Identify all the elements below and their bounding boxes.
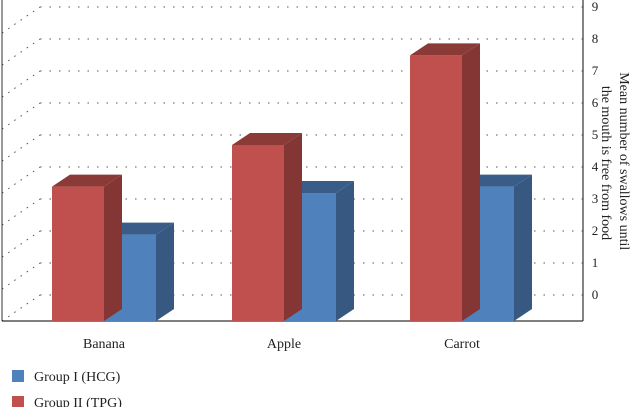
y-tick-label: 9: [592, 0, 599, 14]
gridline-side: [1, 38, 41, 66]
y-axis-title: Mean number of swallows until the mouth …: [598, 72, 631, 254]
y-tick-label: 8: [592, 31, 599, 46]
y-axis-title-line-1: Mean number of swallows until: [616, 72, 631, 250]
legend-swatch: [12, 370, 24, 382]
gridline-side: [1, 166, 41, 194]
gridline-side: [1, 102, 41, 130]
bar: [410, 43, 480, 322]
x-tick-label: Carrot: [444, 337, 480, 352]
y-tick-label: 2: [592, 223, 599, 238]
y-tick-label: 5: [592, 127, 599, 142]
y-tick-label: 3: [592, 191, 599, 206]
bar-top: [232, 133, 302, 145]
gridline-side: [1, 294, 41, 322]
x-tick-label: Apple: [267, 337, 301, 352]
y-tick-label: 6: [592, 95, 599, 110]
bar-side: [104, 174, 122, 321]
legend-label: Group II (TPG): [34, 396, 122, 407]
y-tick-label: 0: [592, 287, 599, 302]
x-axis: Banana Apple Carrot: [83, 337, 480, 352]
gridline-side: [1, 134, 41, 162]
bars: [52, 43, 532, 322]
bar-front: [232, 145, 284, 321]
y-tick-label: 7: [592, 63, 599, 78]
legend-swatch: [12, 396, 24, 407]
bar-top: [52, 174, 122, 187]
bar-side: [284, 133, 302, 321]
bar-top: [410, 43, 480, 56]
y-axis: 0 1 2 3 4 5 6 7 8 9: [592, 0, 599, 302]
bar: [52, 174, 122, 321]
bar-side: [514, 174, 532, 321]
gridline-side: [1, 230, 41, 258]
gridline-side: [1, 70, 41, 98]
bar-side: [156, 222, 174, 321]
gridline-side: [1, 198, 41, 226]
x-tick-label: Banana: [83, 337, 126, 352]
y-tick-label: 4: [592, 159, 599, 174]
legend-label: Group I (HCG): [34, 370, 121, 385]
gridlines: [1, 6, 583, 322]
y-tick-label: 1: [592, 255, 599, 270]
bar-front: [410, 55, 462, 322]
bar: [232, 133, 302, 321]
gridline-side: [1, 6, 41, 34]
y-axis-title-line-2: the mouth is free from food: [598, 86, 613, 240]
bar-side: [336, 181, 354, 321]
legend: Group I (HCG) Group II (TPG): [12, 370, 122, 407]
gridline-side: [1, 262, 41, 290]
bar-front: [52, 186, 104, 321]
bar-side: [462, 43, 480, 322]
